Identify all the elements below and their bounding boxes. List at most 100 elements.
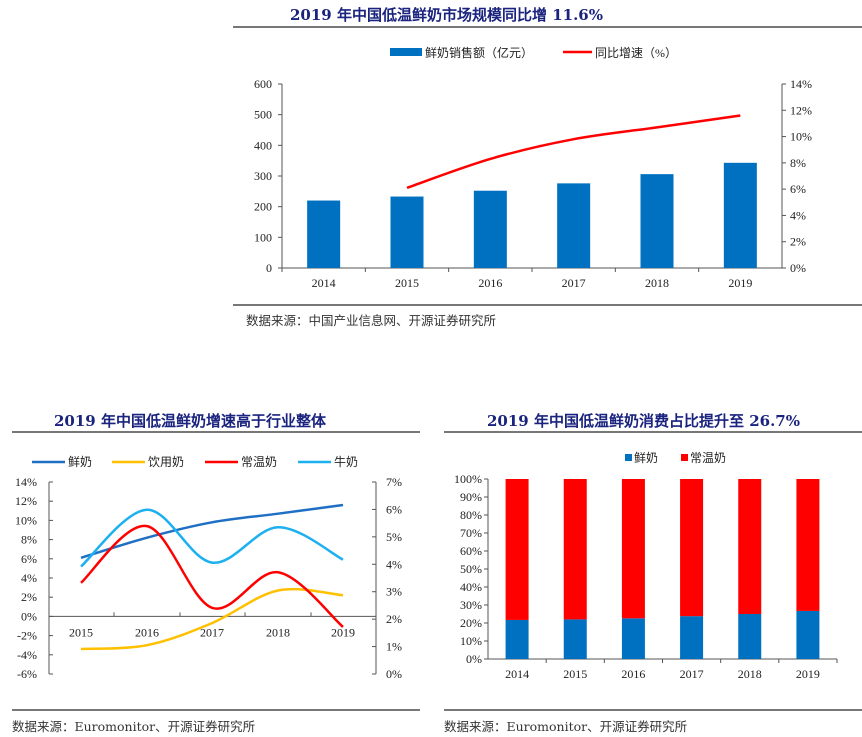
chart1-left-tick-label: 400 <box>254 138 272 152</box>
chart3-y-tick-label: 10% <box>460 634 482 648</box>
chart1-source: 数据来源：中国产业信息网、开源证券研究所 <box>246 313 497 328</box>
chart3-y-tick-label: 40% <box>460 580 482 594</box>
chart3-bar-ambient <box>621 479 645 619</box>
chart3-y-tick-label: 60% <box>460 544 482 558</box>
chart2-left-tick-label: -2% <box>17 629 37 643</box>
chart3-bar-ambient <box>738 479 762 614</box>
chart2-right-tick-label: 1% <box>386 640 402 654</box>
chart3-bar-fresh <box>505 619 529 659</box>
chart2-left-tick-label: 14% <box>15 475 37 489</box>
chart2-line-1 <box>80 587 344 651</box>
chart3-bar-fresh <box>796 610 820 659</box>
chart3-legend-label: 鲜奶 <box>634 451 658 465</box>
chart2-right-tick-label: 7% <box>386 475 402 489</box>
chart1-right-tick-label: 14% <box>790 77 812 91</box>
chart3-x-label: 2017 <box>680 667 704 681</box>
chart2-right-tick-label: 2% <box>386 612 402 626</box>
chart3-y-tick-label: 90% <box>460 490 482 504</box>
chart1-left-tick-label: 300 <box>254 169 272 183</box>
chart2-x-label: 2017 <box>200 625 224 639</box>
chart3-legend-label: 常温奶 <box>690 451 726 465</box>
chart2-title-rule <box>12 431 420 433</box>
chart3-bar-fresh <box>563 619 587 659</box>
chart3-y-tick-label: 80% <box>460 508 482 522</box>
chart2-source: 数据来源：Euromonitor、开源证券研究所 <box>12 719 256 734</box>
chart2-right-tick-label: 5% <box>386 530 402 544</box>
chart3-bar-ambient <box>505 479 529 620</box>
chart3-x-label: 2019 <box>796 667 820 681</box>
chart1-x-label: 2015 <box>395 276 419 290</box>
chart1-right-tick-label: 10% <box>790 130 812 144</box>
chart1-x-label: 2018 <box>645 276 669 290</box>
chart2-x-label: 2016 <box>135 625 159 639</box>
chart3-bar-ambient <box>796 479 820 611</box>
chart3-x-label: 2015 <box>563 667 587 681</box>
chart1-left-tick-label: 200 <box>254 200 272 214</box>
chart2-left-tick-label: 10% <box>15 513 37 527</box>
chart1-bar <box>557 183 591 268</box>
chart2-right-tick-label: 4% <box>386 557 402 571</box>
chart1-legend-bar-label: 鲜奶销售额（亿元） <box>425 45 533 60</box>
chart3-y-tick-label: 30% <box>460 598 482 612</box>
chart1-right-tick-label: 4% <box>790 208 806 222</box>
chart1-x-label: 2016 <box>478 276 502 290</box>
chart3-x-label: 2016 <box>621 667 645 681</box>
chart1-right-tick-label: 2% <box>790 235 806 249</box>
chart2-left-tick-label: 8% <box>21 533 37 547</box>
chart1-x-label: 2019 <box>728 276 752 290</box>
chart1-left-tick-label: 0 <box>266 261 272 275</box>
chart1-bar <box>640 174 674 268</box>
chart2-x-label: 2018 <box>266 625 290 639</box>
chart1-left-tick-label: 500 <box>254 108 272 122</box>
chart1-x-label: 2017 <box>562 276 586 290</box>
chart2-right-tick-label: 0% <box>386 667 402 681</box>
chart2-line-2 <box>80 524 344 628</box>
chart3-bar-ambient <box>680 479 704 617</box>
chart3-title: 2019 年中国低温鲜奶消费占比提升至 26.7% <box>487 412 800 430</box>
chart1-growth-line <box>406 114 741 190</box>
chart1-right-tick-label: 8% <box>790 156 806 170</box>
chart3-legend-swatch <box>625 454 632 461</box>
chart1-bar <box>307 200 341 268</box>
chart2-left-tick-label: 6% <box>21 552 37 566</box>
chart3-y-tick-label: 0% <box>466 652 482 666</box>
chart3-bar-fresh <box>621 618 645 659</box>
chart1-title-rule <box>233 26 862 28</box>
chart2-right-tick-label: 6% <box>386 502 402 516</box>
chart2-legend-label: 饮用奶 <box>148 455 184 469</box>
chart1-bar <box>390 196 424 268</box>
chart3-legend-swatch <box>681 454 688 461</box>
chart2-source-rule <box>12 709 420 711</box>
chart1-legend-bar-swatch <box>390 48 422 56</box>
chart3-y-tick-label: 20% <box>460 616 482 630</box>
chart1-legend-line-label: 同比增速（%） <box>595 46 677 60</box>
chart2-left-tick-label: -6% <box>17 667 37 681</box>
chart3-x-label: 2018 <box>738 667 762 681</box>
chart3-y-tick-label: 70% <box>460 526 482 540</box>
chart1-right-tick-label: 12% <box>790 103 812 117</box>
chart1-bar <box>723 162 757 268</box>
chart1-right-tick-label: 0% <box>790 261 806 275</box>
chart3-source: 数据来源：Euromonitor、开源证券研究所 <box>444 719 688 734</box>
chart2-left-tick-label: 4% <box>21 571 37 585</box>
chart2-x-label: 2019 <box>331 625 355 639</box>
chart3-source-rule <box>444 709 862 711</box>
chart1-title: 2019 年中国低温鲜奶市场规模同比增 11.6% <box>290 6 603 24</box>
chart2-line-3 <box>80 508 344 568</box>
chart1-x-label: 2014 <box>312 276 336 290</box>
chart2-left-tick-label: 2% <box>21 590 37 604</box>
chart3-x-label: 2014 <box>505 667 529 681</box>
chart2-line-0 <box>80 503 344 560</box>
chart2-legend-label: 鲜奶 <box>68 455 92 469</box>
chart2-legend-label: 牛奶 <box>334 454 358 469</box>
chart1-bar <box>473 190 507 268</box>
chart2-title: 2019 年中国低温鲜奶增速高于行业整体 <box>54 412 326 430</box>
chart2-x-label: 2015 <box>69 625 93 639</box>
chart3-bar-fresh <box>738 614 762 659</box>
chart3-title-rule <box>444 431 862 433</box>
chart1-left-tick-label: 100 <box>254 230 272 244</box>
chart1-left-tick-label: 600 <box>254 77 272 91</box>
chart2-left-tick-label: -4% <box>17 648 37 662</box>
chart1-source-rule <box>233 304 862 306</box>
